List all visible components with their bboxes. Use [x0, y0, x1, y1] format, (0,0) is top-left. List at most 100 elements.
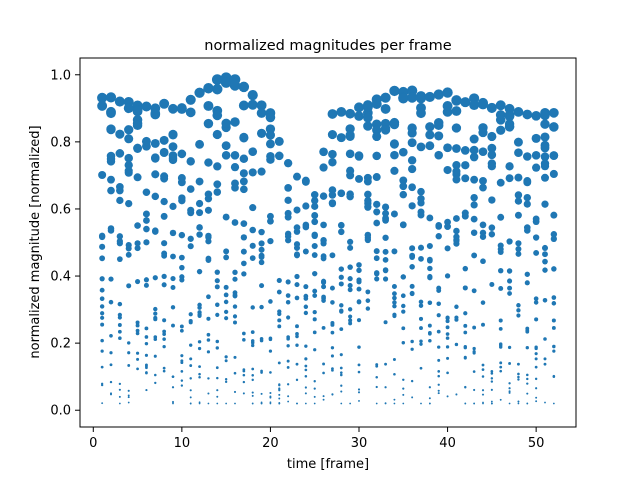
scatter-point	[153, 306, 158, 312]
scatter-point	[293, 206, 301, 214]
scatter-point	[178, 254, 185, 261]
scatter-point	[365, 298, 371, 303]
scatter-point	[542, 258, 548, 265]
scatter-point	[382, 234, 389, 241]
scatter-point	[463, 330, 468, 335]
scatter-point	[251, 402, 254, 405]
scatter-point	[135, 351, 140, 355]
scatter-point	[339, 353, 343, 357]
scatter-point	[216, 376, 219, 380]
scatter-point	[266, 212, 274, 220]
scatter-point	[269, 371, 272, 374]
scatter-point	[338, 266, 345, 272]
scatter-point	[463, 356, 467, 360]
scatter-point	[230, 117, 240, 127]
y-tick-label: 0.0	[50, 404, 71, 419]
scatter-point	[487, 131, 497, 142]
scatter-point	[277, 324, 282, 329]
scatter-point	[116, 256, 123, 263]
scatter-point	[340, 390, 343, 393]
scatter-point	[303, 284, 309, 290]
scatter-point	[534, 346, 538, 351]
scatter-point	[532, 163, 541, 172]
scatter-point	[115, 129, 125, 139]
scatter-point	[216, 395, 219, 398]
scatter-point	[328, 149, 337, 159]
scatter-point	[425, 130, 435, 140]
scatter-point	[540, 110, 550, 121]
scatter-point	[347, 264, 353, 270]
scatter-point	[437, 358, 441, 362]
scatter-point	[364, 190, 372, 199]
scatter-point	[214, 278, 220, 284]
scatter-point	[532, 234, 540, 241]
scatter-point	[276, 289, 282, 295]
chart-title: normalized magnitudes per frame	[204, 38, 452, 54]
scatter-point	[162, 337, 166, 341]
scatter-point	[239, 154, 249, 164]
scatter-point	[292, 172, 302, 181]
scatter-point	[127, 396, 130, 399]
scatter-point	[373, 200, 381, 208]
scatter-point	[499, 345, 503, 349]
scatter-point	[179, 328, 184, 333]
scatter-point	[159, 135, 169, 145]
scatter-point	[152, 228, 159, 235]
scatter-point	[524, 271, 530, 277]
scatter-point	[339, 371, 343, 374]
scatter-point	[187, 243, 194, 250]
scatter-point	[481, 389, 485, 392]
scatter-point	[428, 397, 431, 400]
scatter-point	[231, 219, 239, 226]
scatter-point	[311, 202, 319, 210]
scatter-point	[189, 377, 192, 380]
scatter-point	[204, 206, 212, 214]
scatter-point	[100, 349, 104, 353]
scatter-point	[349, 402, 352, 405]
scatter-point	[508, 402, 511, 405]
scatter-point	[277, 361, 281, 365]
scatter-point	[535, 396, 538, 399]
scatter-point	[419, 366, 423, 370]
scatter-point	[135, 278, 141, 285]
scatter-point	[285, 299, 291, 305]
scatter-point	[543, 357, 547, 361]
scatter-point	[392, 357, 396, 361]
scatter-point	[330, 300, 335, 305]
scatter-point	[294, 295, 300, 301]
scatter-point	[109, 351, 113, 355]
scatter-point	[460, 97, 471, 108]
scatter-point	[505, 174, 514, 183]
scatter-point	[508, 391, 511, 394]
scatter-point	[98, 232, 106, 240]
scatter-point	[347, 307, 353, 312]
scatter-point	[339, 366, 343, 370]
scatter-point	[108, 276, 114, 282]
scatter-point	[498, 318, 503, 323]
scatter-point	[374, 276, 380, 282]
scatter-point	[178, 231, 186, 239]
scatter-point	[241, 271, 247, 277]
scatter-point	[542, 267, 548, 273]
scatter-point	[479, 221, 487, 229]
scatter-point	[329, 252, 336, 259]
scatter-point	[179, 277, 185, 283]
scatter-point	[285, 279, 291, 285]
scatter-point	[391, 248, 398, 255]
scatter-point	[265, 130, 276, 140]
scatter-point	[410, 379, 414, 383]
scatter-point	[108, 299, 114, 305]
scatter-point	[162, 329, 167, 334]
scatter-point	[304, 357, 308, 361]
scatter-point	[151, 192, 160, 201]
x-tick-label: 10	[174, 436, 191, 451]
scatter-point	[470, 193, 478, 202]
scatter-point	[506, 278, 513, 284]
scatter-point	[356, 262, 362, 268]
scatter-point	[460, 146, 470, 155]
scatter-point	[221, 141, 231, 151]
scatter-point	[461, 174, 470, 183]
scatter-point	[286, 366, 290, 369]
scatter-point	[508, 362, 512, 365]
scatter-point	[126, 283, 132, 289]
